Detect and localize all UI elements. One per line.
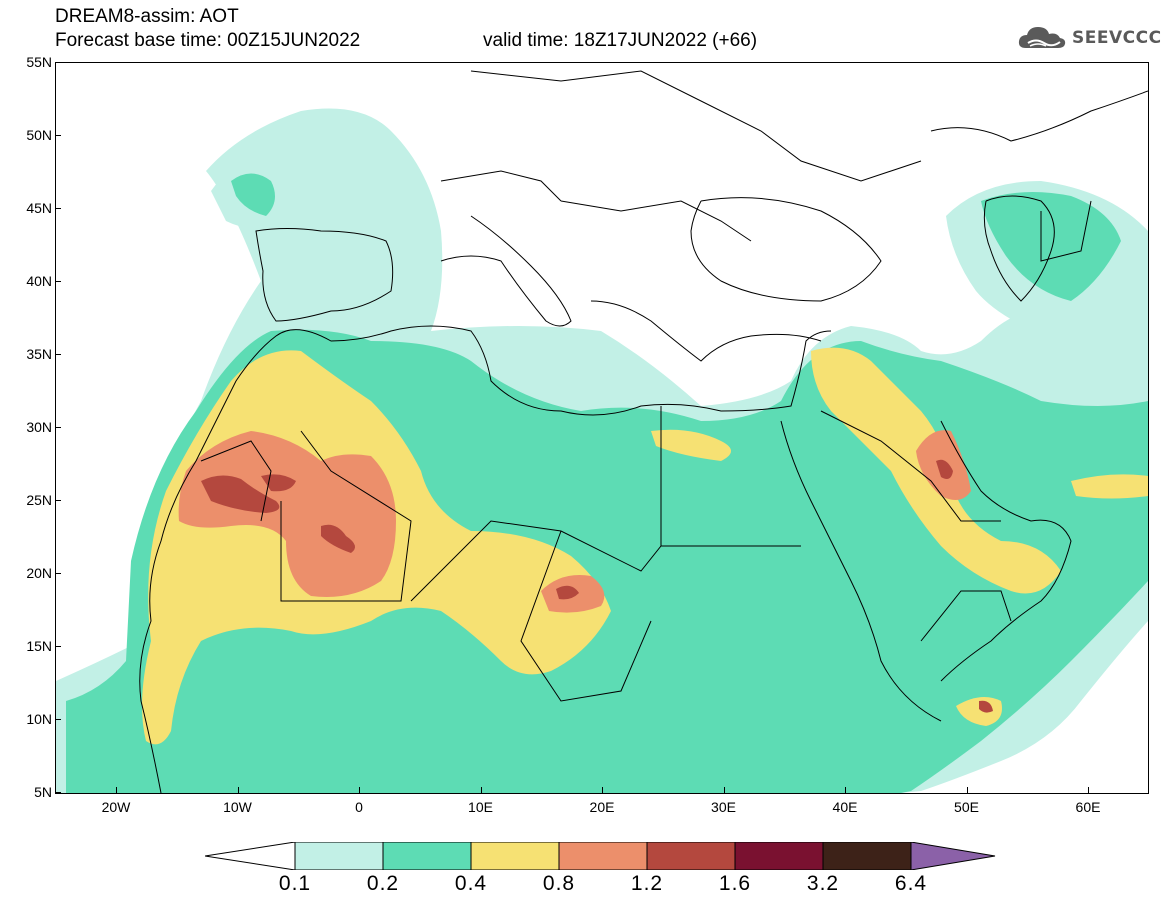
longitude-label: 10E bbox=[468, 799, 493, 815]
longitude-label: 30E bbox=[711, 799, 736, 815]
aot-0.8-region bbox=[178, 431, 396, 597]
longitude-tick bbox=[1088, 787, 1089, 793]
aot-1.2-region bbox=[979, 700, 993, 713]
longitude-label: 0 bbox=[355, 799, 363, 815]
latitude-tick bbox=[55, 792, 61, 793]
colorbar bbox=[205, 842, 996, 870]
latitude-label: 5N bbox=[34, 784, 52, 800]
aot-1.2-region bbox=[556, 585, 579, 600]
latitude-label: 35N bbox=[26, 346, 52, 362]
latitude-tick bbox=[55, 719, 61, 720]
colorbar-bin bbox=[558, 842, 648, 870]
valid-time: valid time: 18Z17JUN2022 (+66) bbox=[483, 30, 758, 51]
aot-0.2-region bbox=[981, 192, 1121, 301]
latitude-tick bbox=[55, 135, 61, 136]
colorbar-bin bbox=[294, 842, 384, 870]
colorbar-label: 0.8 bbox=[542, 872, 576, 895]
longitude-tick bbox=[237, 787, 239, 793]
aot-1.2-region bbox=[321, 524, 355, 553]
colorbar-bin bbox=[646, 842, 736, 870]
map-title: DREAM8-assim: AOT bbox=[55, 6, 239, 27]
seevccc-logo: SEEVCCC bbox=[1016, 24, 1162, 52]
coastline bbox=[780, 420, 942, 722]
latitude-label: 55N bbox=[26, 54, 52, 70]
colorbar-bin bbox=[822, 842, 912, 870]
coastline bbox=[255, 228, 394, 322]
forecast-base-time: Forecast base time: 00Z15JUN2022 bbox=[55, 30, 361, 51]
longitude-tick bbox=[966, 787, 968, 793]
longitude-tick bbox=[602, 787, 603, 793]
colorbar-label: 0.2 bbox=[366, 872, 400, 895]
aot-0.2-region bbox=[231, 173, 275, 216]
longitude-tick bbox=[723, 787, 725, 793]
country-border bbox=[470, 70, 922, 182]
aot-1.2-region bbox=[201, 475, 280, 513]
latitude-label: 40N bbox=[26, 273, 52, 289]
colorbar-label: 3.2 bbox=[806, 872, 840, 895]
country-border bbox=[410, 520, 801, 602]
longitude-label: 10W bbox=[223, 799, 252, 815]
country-border bbox=[1040, 200, 1092, 262]
aot-field bbox=[56, 70, 1148, 793]
latitude-tick bbox=[55, 646, 61, 647]
latitude-tick bbox=[55, 281, 61, 282]
latitude-tick bbox=[55, 62, 61, 63]
aot-0.4-region bbox=[956, 697, 1002, 726]
longitude-label: 20W bbox=[101, 799, 131, 815]
latitude-label: 20N bbox=[26, 565, 52, 581]
colorbar-label: 6.4 bbox=[894, 872, 928, 895]
coastline bbox=[940, 420, 1072, 682]
coastline bbox=[139, 325, 832, 793]
country-border bbox=[820, 410, 1001, 522]
colorbar-bin bbox=[382, 842, 472, 870]
latitude-label: 50N bbox=[26, 127, 52, 143]
longitude-label: 40E bbox=[832, 799, 858, 815]
longitude-label: 50E bbox=[954, 799, 979, 815]
aot-1.2-region bbox=[936, 459, 953, 479]
latitude-tick bbox=[55, 500, 61, 501]
coastline bbox=[983, 195, 1055, 302]
logo-text: SEEVCCC bbox=[1072, 28, 1162, 48]
colorbar-label: 0.4 bbox=[454, 872, 488, 895]
aot-map bbox=[55, 62, 1149, 794]
country-border bbox=[560, 200, 752, 242]
longitude-label: 20E bbox=[589, 799, 615, 815]
country-border bbox=[520, 530, 652, 702]
country-border bbox=[280, 430, 412, 602]
country-border bbox=[440, 170, 562, 202]
latitude-label: 45N bbox=[26, 200, 52, 216]
latitude-label: 30N bbox=[26, 419, 52, 435]
colorbar-label: 0.1 bbox=[278, 872, 312, 895]
coastline bbox=[690, 197, 882, 302]
colorbar-bin bbox=[470, 842, 560, 870]
latitude-tick bbox=[55, 354, 61, 355]
longitude-tick bbox=[359, 787, 360, 793]
longitude-label: 60E bbox=[1075, 799, 1101, 815]
colorbar-label: 1.6 bbox=[718, 872, 752, 895]
colorbar-under-arrow bbox=[205, 842, 296, 870]
latitude-label: 15N bbox=[26, 638, 52, 654]
longitude-tick bbox=[116, 787, 117, 793]
cloud-logo-icon bbox=[1018, 27, 1066, 48]
coastline bbox=[930, 90, 1148, 142]
longitude-tick bbox=[480, 787, 482, 793]
colorbar-bin bbox=[734, 842, 824, 870]
colorbar-over-arrow bbox=[910, 842, 996, 870]
latitude-tick bbox=[55, 208, 61, 209]
latitude-label: 25N bbox=[26, 492, 52, 508]
colorbar-label: 1.2 bbox=[630, 872, 664, 895]
longitude-tick bbox=[845, 787, 846, 793]
aot-0.4-region bbox=[1071, 474, 1148, 499]
coastline bbox=[590, 300, 822, 362]
country-border bbox=[200, 440, 272, 522]
latitude-label: 10N bbox=[26, 711, 52, 727]
coastline bbox=[440, 215, 572, 327]
latitude-tick bbox=[55, 573, 61, 574]
country-border bbox=[920, 590, 1012, 642]
latitude-tick bbox=[55, 427, 61, 428]
aot-0.4-region bbox=[651, 429, 731, 461]
